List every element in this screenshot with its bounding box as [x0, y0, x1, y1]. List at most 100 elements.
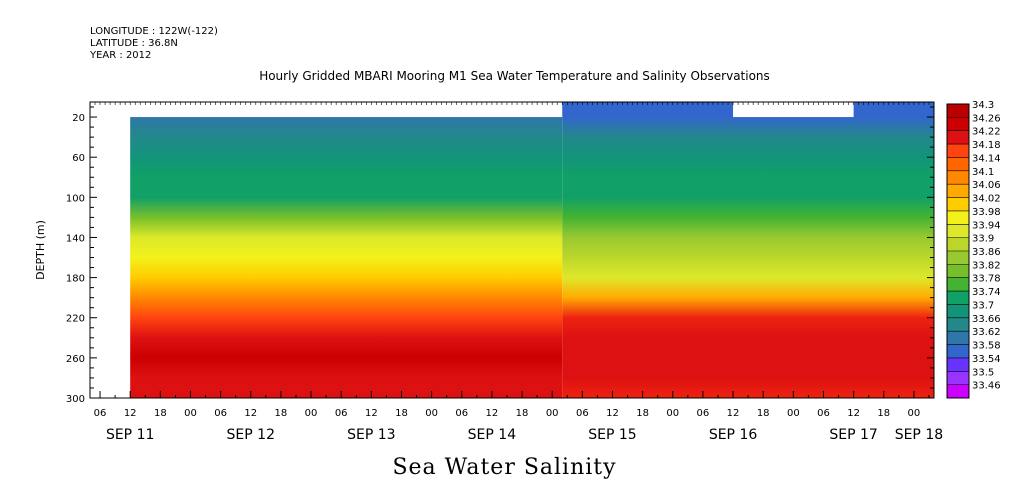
legend-border	[946, 103, 970, 399]
x-tick-label: 12	[124, 408, 137, 419]
y-tick-label: 60	[72, 153, 85, 164]
x-tick-label: 18	[275, 408, 288, 419]
legend-swatch	[947, 117, 969, 132]
x-tick-label: 06	[335, 408, 348, 419]
x-tick-label: 00	[184, 408, 197, 419]
y-tick-label: 300	[66, 394, 85, 405]
legend-swatch	[947, 251, 969, 265]
x-tick-label: 06	[94, 408, 107, 419]
legend-swatch	[947, 130, 969, 145]
legend-swatch	[947, 237, 969, 252]
legend-swatch	[947, 304, 969, 319]
legend-label: 34.22	[972, 127, 1001, 138]
legend-swatch	[947, 371, 969, 385]
x-tick-label: 12	[486, 408, 499, 419]
legend-swatch	[947, 224, 969, 238]
legend-label: 33.66	[972, 314, 1001, 325]
x-tick-label: 06	[214, 408, 227, 419]
y-tick-label: 260	[66, 354, 85, 365]
x-tick-label: 00	[425, 408, 438, 419]
latitude-label: LATITUDE : 36.8N	[90, 38, 178, 49]
color-legend: 34.3 34.26 34.22 34.18 34.14 34.1 34.06 34.02 33…	[946, 100, 1001, 399]
data-block-sep11-14	[130, 117, 563, 399]
y-axis-label: DEPTH (m)	[34, 220, 47, 280]
legend-label: 33.78	[972, 274, 1001, 285]
legend-label: 33.7	[972, 300, 994, 311]
legend-label: 33.74	[972, 287, 1001, 298]
y-tick-label: 140	[66, 233, 85, 244]
legend-label: 33.46	[972, 381, 1001, 392]
legend-label: 33.54	[972, 354, 1001, 365]
x-day-label: SEP 17	[829, 427, 877, 443]
legend-label: 33.9	[972, 234, 994, 245]
legend-swatch	[947, 344, 969, 359]
x-tick-label: 18	[154, 408, 167, 419]
legend-swatch	[947, 184, 969, 198]
legend-swatch	[947, 384, 969, 399]
x-day-label: SEP 18	[895, 427, 943, 443]
longitude-label: LONGITUDE : 122W(-122)	[90, 26, 218, 37]
data-block-sep15-18	[562, 102, 934, 398]
x-tick-label: 06	[576, 408, 589, 419]
legend-swatch	[947, 331, 969, 345]
legend-swatch	[947, 210, 969, 225]
x-tick-label: 12	[244, 408, 257, 419]
legend-label: 34.26	[972, 113, 1001, 124]
missing-surface-bin	[733, 102, 854, 118]
x-tick-label: 06	[817, 408, 830, 419]
x-axis: 06 12 18 00 06 12 18 00 06 12 18 00 06 12 18 00 06 12 18 00…	[94, 391, 943, 443]
x-tick-label: 18	[395, 408, 408, 419]
figure-caption: Sea Water Salinity	[392, 455, 617, 480]
x-tick-label: 18	[516, 408, 529, 419]
legend-swatch	[947, 277, 969, 292]
x-tick-label: 00	[908, 408, 921, 419]
legend-label: 33.98	[972, 207, 1001, 218]
legend-label: 33.86	[972, 247, 1001, 258]
legend-label: 33.58	[972, 341, 1001, 352]
x-tick-label: 18	[877, 408, 890, 419]
x-day-label: SEP 13	[347, 427, 395, 443]
x-tick-label: 06	[455, 408, 468, 419]
x-tick-label: 12	[606, 408, 619, 419]
x-day-label: SEP 14	[468, 427, 517, 443]
legend-swatch	[947, 104, 969, 118]
legend-swatch	[947, 157, 969, 172]
legend-label: 34.06	[972, 180, 1001, 191]
x-tick-label: 12	[365, 408, 378, 419]
x-tick-label: 00	[305, 408, 318, 419]
x-tick-label: 18	[757, 408, 770, 419]
x-tick-label: 00	[787, 408, 800, 419]
legend-label: 33.62	[972, 327, 1001, 338]
legend-label: 33.82	[972, 260, 1001, 271]
heatmap-field	[130, 102, 934, 399]
legend-label: 34.3	[972, 100, 994, 111]
legend-swatch	[947, 357, 969, 372]
y-tick-label: 20	[72, 113, 85, 124]
x-day-label: SEP 15	[588, 427, 636, 443]
chart-title: Hourly Gridded MBARI Mooring M1 Sea Wate…	[259, 69, 770, 83]
legend-label: 33.5	[972, 367, 994, 378]
legend-label: 34.14	[972, 153, 1001, 164]
legend-swatch	[947, 317, 969, 332]
x-tick-label: 12	[847, 408, 860, 419]
legend-swatch	[947, 264, 969, 279]
y-axis: 20 60 100 140 180 220 260 300	[66, 106, 934, 405]
year-label: YEAR : 2012	[90, 50, 152, 61]
x-day-label: SEP 12	[227, 427, 275, 443]
x-day-label: SEP 16	[709, 427, 758, 443]
legend-swatch	[947, 144, 969, 158]
plot-frame	[89, 101, 935, 399]
x-tick-label: 00	[546, 408, 559, 419]
y-tick-label: 100	[66, 193, 85, 204]
y-tick-label: 220	[66, 314, 85, 325]
y-tick-label: 180	[66, 274, 85, 285]
legend-swatch	[947, 197, 969, 212]
legend-label: 34.02	[972, 194, 1001, 205]
x-tick-label: 06	[697, 408, 710, 419]
x-tick-label: 12	[727, 408, 740, 419]
x-tick-label: 00	[666, 408, 679, 419]
legend-label: 33.94	[972, 220, 1001, 231]
legend-label: 34.18	[972, 140, 1001, 151]
x-day-label: SEP 11	[106, 427, 154, 443]
